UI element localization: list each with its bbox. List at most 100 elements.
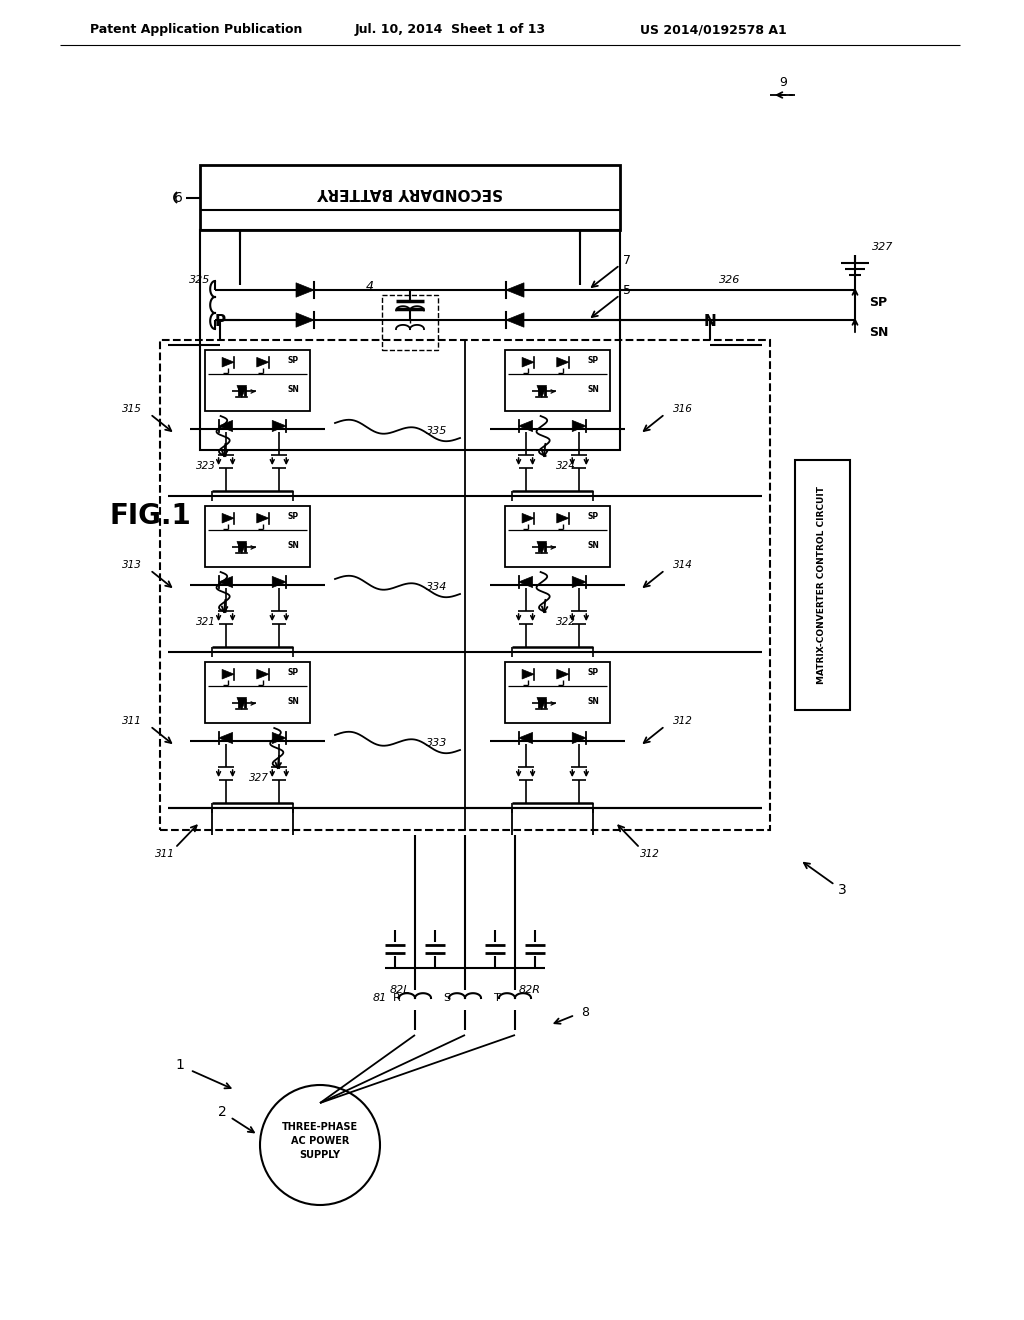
Polygon shape — [272, 577, 287, 587]
Polygon shape — [572, 733, 587, 743]
Polygon shape — [257, 669, 268, 678]
Text: R: R — [393, 993, 400, 1003]
Bar — [160, 341, 770, 830]
Polygon shape — [572, 420, 587, 432]
Text: Patent Application Publication: Patent Application Publication — [90, 24, 302, 37]
Text: SN: SN — [587, 541, 599, 550]
Polygon shape — [218, 420, 232, 432]
Text: 7: 7 — [623, 253, 631, 267]
Text: SP: SP — [588, 668, 599, 677]
Text: SN: SN — [587, 385, 599, 393]
Polygon shape — [557, 358, 568, 367]
Polygon shape — [222, 669, 234, 678]
Text: SN: SN — [587, 697, 599, 706]
Text: 324: 324 — [556, 461, 575, 471]
Text: 326: 326 — [719, 275, 740, 285]
Text: 2: 2 — [218, 1105, 226, 1119]
Text: Jul. 10, 2014  Sheet 1 of 13: Jul. 10, 2014 Sheet 1 of 13 — [355, 24, 546, 37]
Text: 315: 315 — [122, 404, 142, 414]
Text: AC POWER: AC POWER — [291, 1137, 349, 1146]
Text: 327: 327 — [872, 242, 894, 252]
Text: SP: SP — [288, 668, 299, 677]
Text: 323: 323 — [196, 461, 216, 471]
Text: FIG.1: FIG.1 — [110, 502, 191, 531]
Bar — [200, 165, 620, 230]
Polygon shape — [537, 541, 547, 553]
Text: N: N — [703, 314, 717, 330]
Polygon shape — [522, 669, 535, 678]
Bar — [505, 663, 610, 723]
Polygon shape — [257, 358, 268, 367]
Text: 313: 313 — [122, 560, 142, 570]
Polygon shape — [506, 282, 524, 297]
Polygon shape — [557, 669, 568, 678]
Text: 81: 81 — [373, 993, 387, 1003]
Text: 82R: 82R — [519, 985, 541, 995]
Polygon shape — [296, 282, 314, 297]
Text: SECONDARY BATTERY: SECONDARY BATTERY — [317, 185, 503, 201]
Text: 335: 335 — [426, 426, 447, 436]
Text: 311: 311 — [122, 715, 142, 726]
Bar — [205, 350, 310, 411]
Text: SN: SN — [288, 541, 299, 550]
Text: 334: 334 — [426, 582, 447, 591]
Polygon shape — [518, 733, 532, 743]
Text: 3: 3 — [838, 883, 847, 898]
Text: 314: 314 — [673, 560, 693, 570]
Text: 1: 1 — [175, 1059, 184, 1072]
Text: 312: 312 — [673, 715, 693, 726]
Text: 321: 321 — [196, 616, 216, 627]
Polygon shape — [537, 385, 547, 397]
Text: SP: SP — [288, 355, 299, 364]
Polygon shape — [572, 577, 587, 587]
Text: S: S — [443, 993, 451, 1003]
Text: 9: 9 — [779, 77, 786, 90]
Text: SN: SN — [288, 385, 299, 393]
Polygon shape — [522, 513, 535, 523]
Polygon shape — [218, 577, 232, 587]
Text: 327: 327 — [250, 774, 269, 783]
Text: 333: 333 — [426, 738, 447, 748]
Text: SP: SP — [288, 512, 299, 520]
Bar — [505, 350, 610, 411]
Polygon shape — [518, 577, 532, 587]
Text: 312: 312 — [640, 849, 659, 859]
Polygon shape — [237, 385, 247, 397]
Polygon shape — [537, 697, 547, 709]
Text: 82L: 82L — [390, 985, 411, 995]
Polygon shape — [557, 513, 568, 523]
Bar — [205, 506, 310, 568]
Polygon shape — [506, 313, 524, 327]
Text: THREE-PHASE: THREE-PHASE — [282, 1122, 358, 1133]
Text: T: T — [494, 993, 501, 1003]
Polygon shape — [272, 733, 287, 743]
Bar — [200, 230, 620, 450]
Text: SN: SN — [869, 326, 889, 338]
Polygon shape — [222, 358, 234, 367]
Polygon shape — [272, 420, 287, 432]
Text: 316: 316 — [673, 404, 693, 414]
Text: 325: 325 — [189, 275, 211, 285]
Bar — [505, 506, 610, 568]
Polygon shape — [257, 513, 268, 523]
Text: SP: SP — [588, 355, 599, 364]
Bar — [382, 294, 438, 350]
Text: 8: 8 — [581, 1006, 589, 1019]
Polygon shape — [218, 733, 232, 743]
Text: P: P — [214, 314, 225, 330]
Polygon shape — [237, 697, 247, 709]
Text: 5: 5 — [623, 284, 631, 297]
Text: SP: SP — [588, 512, 599, 520]
Polygon shape — [222, 513, 234, 523]
Polygon shape — [237, 541, 247, 553]
Bar — [205, 663, 310, 723]
Text: SN: SN — [288, 697, 299, 706]
Text: 322: 322 — [556, 616, 575, 627]
Text: 311: 311 — [155, 849, 175, 859]
Text: US 2014/0192578 A1: US 2014/0192578 A1 — [640, 24, 786, 37]
Polygon shape — [522, 358, 535, 367]
Polygon shape — [518, 420, 532, 432]
Bar — [795, 459, 850, 710]
Text: 6: 6 — [173, 190, 182, 205]
Polygon shape — [296, 313, 314, 327]
